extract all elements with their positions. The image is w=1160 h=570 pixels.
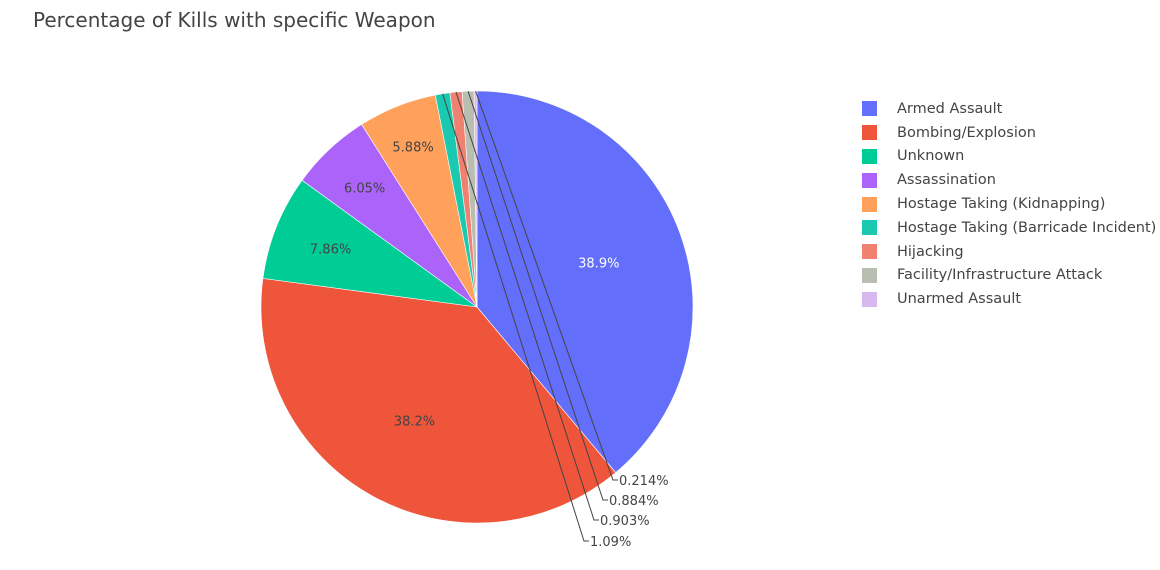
leader-line-6: [455, 91, 599, 521]
legend-label: Hijacking: [897, 243, 964, 260]
slice-labels: 38.9% 38.2% 7.86% 6.05% 5.88% 1.09% 0.903% 0.88…: [310, 140, 669, 550]
slice-label-0: 38.9%: [578, 257, 619, 272]
legend-label: Hostage Taking (Barricade Incident): [897, 219, 1157, 236]
legend-swatch: [862, 172, 877, 188]
legend-swatch: [862, 196, 877, 212]
slice-label-6: 0.903%: [600, 514, 650, 529]
legend: Armed Assault Bombing/Explosion Unknown Ass…: [862, 97, 1156, 311]
legend-label: Hostage Taking (Kidnapping): [897, 196, 1106, 213]
legend-item[interactable]: Hijacking: [862, 240, 1156, 264]
slice-label-4: 5.88%: [392, 140, 433, 155]
legend-swatch: [862, 291, 877, 307]
chart-title: Percentage of Kills with specific Weapon: [33, 8, 436, 32]
slice-label-2: 7.86%: [310, 243, 351, 258]
leader-line-5: [442, 93, 589, 542]
legend-label: Bombing/Explosion: [897, 124, 1036, 141]
pie-slice-2[interactable]: [262, 179, 478, 308]
legend-swatch: [862, 244, 877, 260]
slice-label-7: 0.884%: [609, 494, 659, 509]
legend-label: Facility/Infrastructure Attack: [897, 267, 1103, 284]
legend-item[interactable]: Assassination: [862, 168, 1156, 192]
legend-label: Unknown: [897, 148, 965, 165]
pie-slice-0[interactable]: [476, 90, 694, 474]
legend-swatch: [862, 101, 877, 117]
leader-lines: [442, 90, 618, 542]
legend-label: Assassination: [897, 172, 996, 189]
legend-label: Unarmed Assault: [897, 291, 1022, 308]
slice-label-8: 0.214%: [619, 474, 669, 489]
pie-slices: [260, 90, 694, 524]
legend-swatch: [862, 267, 877, 283]
legend-item[interactable]: Hostage Taking (Kidnapping): [862, 192, 1156, 216]
legend-item[interactable]: Unknown: [862, 145, 1156, 169]
pie-slice-1[interactable]: [260, 278, 617, 524]
legend-swatch: [862, 220, 877, 236]
leader-line-8: [475, 90, 618, 481]
legend-item[interactable]: Armed Assault: [862, 97, 1156, 121]
legend-label: Armed Assault: [897, 100, 1003, 117]
legend-item[interactable]: Facility/Infrastructure Attack: [862, 264, 1156, 288]
leader-line-7: [467, 91, 608, 501]
legend-item[interactable]: Hostage Taking (Barricade Incident): [862, 216, 1156, 240]
legend-item[interactable]: Bombing/Explosion: [862, 121, 1156, 145]
legend-swatch: [862, 125, 877, 141]
legend-swatch: [862, 148, 877, 164]
slice-label-3: 6.05%: [344, 181, 385, 196]
slice-label-1: 38.2%: [394, 415, 435, 430]
slice-label-5: 1.09%: [590, 535, 631, 550]
legend-item[interactable]: Unarmed Assault: [862, 287, 1156, 311]
